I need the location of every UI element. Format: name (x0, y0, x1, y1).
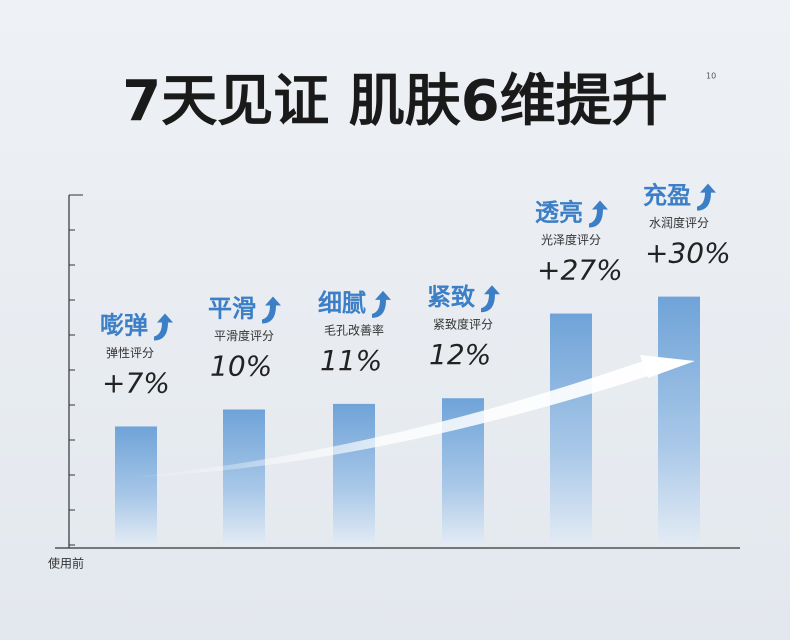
category-subtitle: 水润度评分 (649, 215, 709, 230)
category-label: 嘭弹 (100, 311, 148, 339)
bar (333, 403, 375, 545)
up-arrow-icon (697, 183, 716, 211)
category-label: 透亮 (535, 199, 583, 227)
up-arrow-icon (589, 200, 608, 228)
value-label: 11% (320, 344, 382, 377)
category-label: 细腻 (318, 289, 366, 317)
up-arrow-icon (372, 290, 391, 318)
category-label: 紧致 (427, 283, 476, 311)
up-arrow-icon (154, 313, 173, 341)
category-label: 平滑 (208, 295, 256, 323)
category-label: 充盈 (643, 182, 691, 210)
note: 10 (706, 72, 716, 81)
swoosh-head (640, 355, 695, 378)
category-subtitle: 弹性评分 (106, 346, 154, 360)
category-subtitle: 毛孔改善率 (324, 322, 384, 337)
bar (550, 313, 592, 545)
value-label: 12% (429, 338, 491, 371)
value-label: +30% (645, 237, 731, 270)
x-axis-label: 使用前 (48, 556, 84, 571)
bar (658, 296, 700, 545)
category-subtitle: 光泽度评分 (541, 232, 601, 247)
category-subtitle: 紧致度评分 (433, 317, 493, 332)
up-arrow-icon (262, 296, 281, 324)
value-label: 10% (210, 350, 272, 383)
chart-title: 7天见证 肌肤6维提升 (122, 69, 667, 134)
up-arrow-icon (481, 285, 500, 313)
category-subtitle: 平滑度评分 (214, 328, 274, 343)
bar (223, 409, 265, 545)
value-label: +27% (537, 254, 623, 287)
bar (115, 426, 157, 545)
swoosh (120, 362, 690, 478)
value-label: +7% (102, 366, 170, 399)
